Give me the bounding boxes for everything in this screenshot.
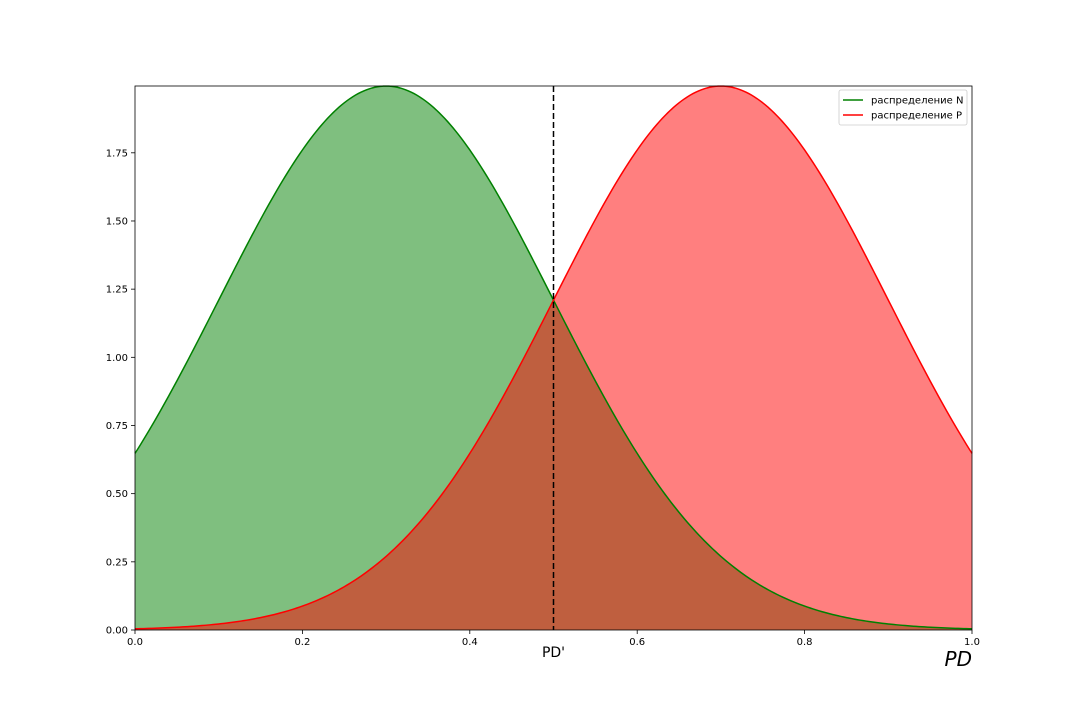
y-tick-label: 1.00 [106,353,128,364]
y-tick-label: 1.25 [106,285,128,296]
y-tick-label: 0.75 [106,421,128,432]
y-tick-label: 1.50 [106,216,128,227]
y-tick-label: 1.75 [106,148,128,159]
x-axis-label: PD [945,647,972,671]
legend-label: распределение N [871,96,963,107]
x-tick-label: 0.6 [629,637,645,648]
y-tick-label: 0.50 [106,489,128,500]
x-tick-label: 0.2 [294,637,310,648]
legend: распределение N распределение P [838,89,968,126]
x-tick-label: 0.8 [797,637,813,648]
y-tick-label: 0.00 [106,626,128,637]
threshold-label: PD' [542,645,565,661]
series-line-1 [134,85,973,630]
x-tick-label: 1.0 [964,637,980,648]
plot-frame [134,85,973,631]
x-tick-label: 0.0 [127,637,143,648]
legend-box [838,89,968,126]
legend-label: распределение P [871,111,962,122]
y-axis: 0.00 0.25 0.50 0.75 1.00 1.25 1.50 1.75 [106,148,135,637]
y-tick-label: 0.25 [106,557,128,568]
series-lines [134,85,973,630]
x-axis: 0.0 0.2 0.4 0.6 0.8 1.0 [127,630,980,648]
x-tick-label: 0.4 [462,637,478,648]
